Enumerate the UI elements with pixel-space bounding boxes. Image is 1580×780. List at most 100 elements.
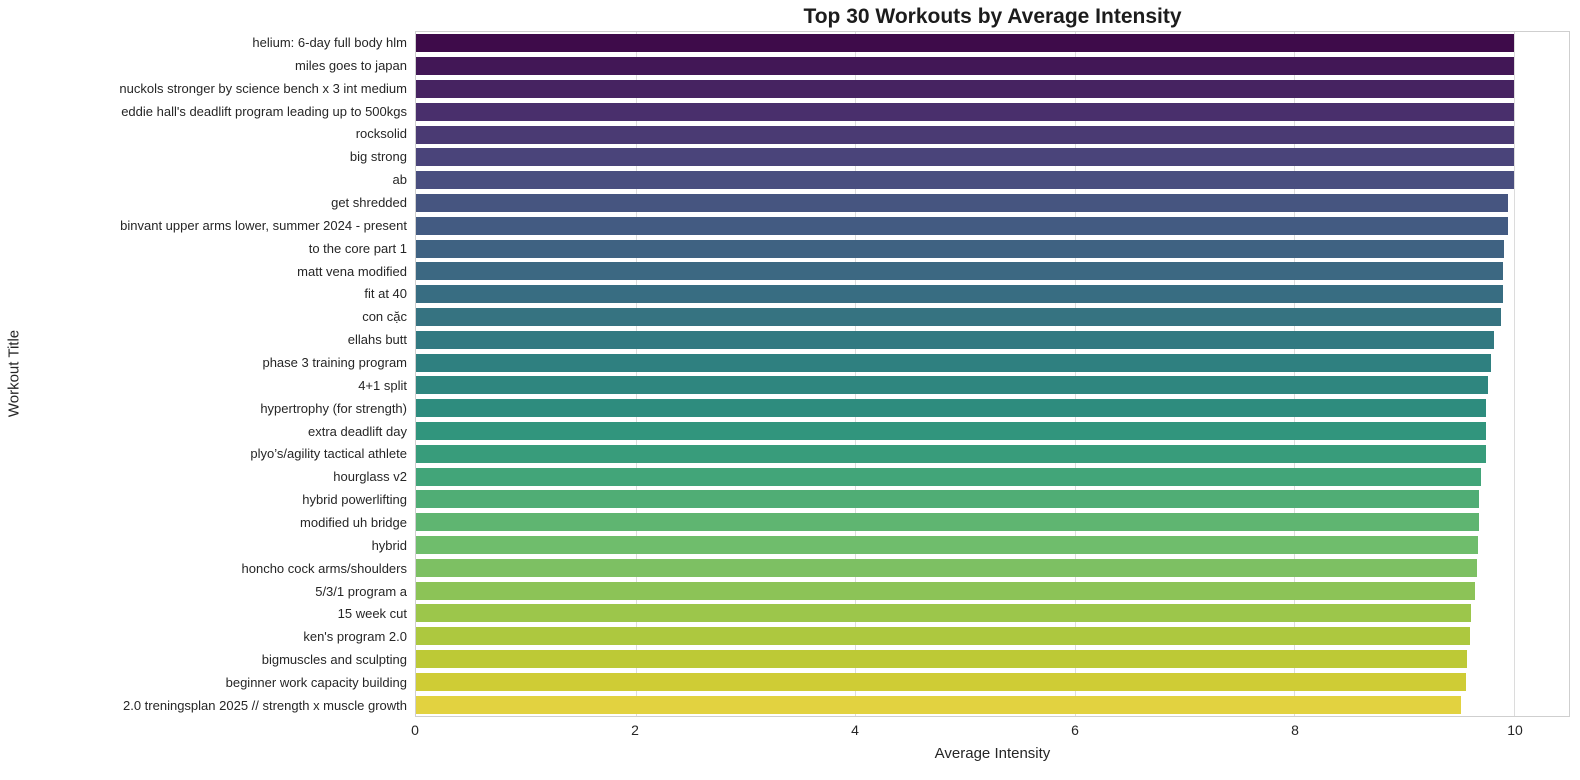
category-label: get shredded	[331, 194, 407, 210]
bar-row	[416, 169, 1569, 192]
category-label: honcho cock arms/shoulders	[241, 560, 407, 576]
category-label: helium: 6-day full body hlm	[252, 34, 407, 50]
bar	[416, 604, 1472, 623]
category-label: plyo’s/agility tactical athlete	[250, 446, 407, 462]
category-label: 2.0 treningsplan 2025 // strength x musc…	[123, 697, 407, 713]
bar	[416, 285, 1504, 304]
category-label: con cặc	[362, 309, 407, 325]
bar	[416, 262, 1504, 281]
category-label: miles goes to japan	[294, 57, 407, 73]
bar-row	[416, 260, 1569, 283]
bar-row	[416, 511, 1569, 534]
bar-row	[416, 442, 1569, 465]
bar-row	[416, 146, 1569, 169]
bars-container	[416, 32, 1569, 716]
x-tick-label: 0	[411, 722, 419, 738]
bar-row	[416, 602, 1569, 625]
bar	[416, 102, 1515, 121]
bar	[416, 125, 1515, 144]
bar-row	[416, 351, 1569, 374]
bar-row	[416, 534, 1569, 557]
bar	[416, 421, 1486, 440]
bar	[416, 695, 1462, 714]
bar-row	[416, 579, 1569, 602]
category-label: bigmuscles and sculpting	[261, 652, 407, 668]
bar	[416, 490, 1479, 509]
x-tick-label: 8	[1291, 722, 1299, 738]
x-axis-label: Average Intensity	[934, 745, 1051, 762]
bar	[416, 171, 1515, 190]
bar-row	[416, 78, 1569, 101]
bar-row	[416, 397, 1569, 420]
bar-row	[416, 670, 1569, 693]
bar	[416, 216, 1508, 235]
bar-row	[416, 192, 1569, 215]
gridline-x-4	[855, 32, 857, 716]
category-label: ellahs butt	[347, 332, 407, 348]
x-tick-label: 4	[851, 722, 859, 738]
bar	[416, 672, 1466, 691]
bar-row	[416, 55, 1569, 78]
category-label: to the core part 1	[308, 240, 407, 256]
bar	[416, 239, 1505, 258]
gridline-x-6	[1074, 32, 1076, 716]
category-label: ken's program 2.0	[303, 629, 407, 645]
bar	[416, 467, 1482, 486]
bar-row	[416, 465, 1569, 488]
bar	[416, 353, 1492, 372]
bar	[416, 307, 1501, 326]
bar-row	[416, 32, 1569, 55]
category-label: 5/3/1 program a	[315, 583, 407, 599]
bar-row	[416, 625, 1569, 648]
bar-row	[416, 100, 1569, 123]
category-label: modified uh bridge	[300, 514, 407, 530]
gridline-x-10	[1514, 32, 1516, 716]
bar-row	[416, 556, 1569, 579]
category-label: fit at 40	[364, 286, 407, 302]
bar-row	[416, 693, 1569, 716]
chart-title: Top 30 Workouts by Average Intensity	[803, 5, 1182, 28]
bar-row	[416, 374, 1569, 397]
category-labels-column: helium: 6-day full body hlm miles goes to…	[0, 31, 407, 717]
category-label: nuckols stronger by science bench x 3 in…	[119, 80, 407, 96]
bar-row	[416, 488, 1569, 511]
bar-row	[416, 306, 1569, 329]
plot-area	[415, 31, 1570, 717]
category-label: 15 week cut	[337, 606, 407, 622]
category-label: big strong	[349, 149, 407, 165]
category-label: hybrid	[371, 537, 407, 553]
bar	[416, 376, 1488, 395]
bar	[416, 649, 1467, 668]
category-label: eddie hall's deadlift program leading up…	[121, 103, 407, 119]
gridline-x-8	[1294, 32, 1296, 716]
category-label: hypertrophy (for strength)	[260, 400, 407, 416]
x-tick-label: 2	[631, 722, 639, 738]
bar	[416, 558, 1477, 577]
x-axis-ticks: 0 2 4 6 8 10	[411, 722, 1570, 742]
bar	[416, 79, 1515, 98]
bar-row	[416, 328, 1569, 351]
bar-row	[416, 214, 1569, 237]
category-label: 4+1 split	[358, 377, 407, 393]
bar	[416, 399, 1486, 418]
bar	[416, 193, 1508, 212]
gridline-x-2	[635, 32, 637, 716]
bar	[416, 330, 1495, 349]
bar-row	[416, 420, 1569, 443]
x-tick-label: 6	[1071, 722, 1079, 738]
category-label: extra deadlift day	[307, 423, 407, 439]
bar-row	[416, 123, 1569, 146]
category-label: rocksolid	[355, 126, 407, 142]
bar-row	[416, 648, 1569, 671]
bar	[416, 581, 1475, 600]
bar	[416, 513, 1479, 532]
bar	[416, 34, 1515, 53]
x-tick-label: 10	[1507, 722, 1523, 738]
bar	[416, 444, 1486, 463]
bar	[416, 148, 1515, 167]
category-label: ab	[392, 172, 407, 188]
category-label: phase 3 training program	[262, 354, 407, 370]
bar-row	[416, 237, 1569, 260]
category-label: binvant upper arms lower, summer 2024 - …	[120, 217, 407, 233]
